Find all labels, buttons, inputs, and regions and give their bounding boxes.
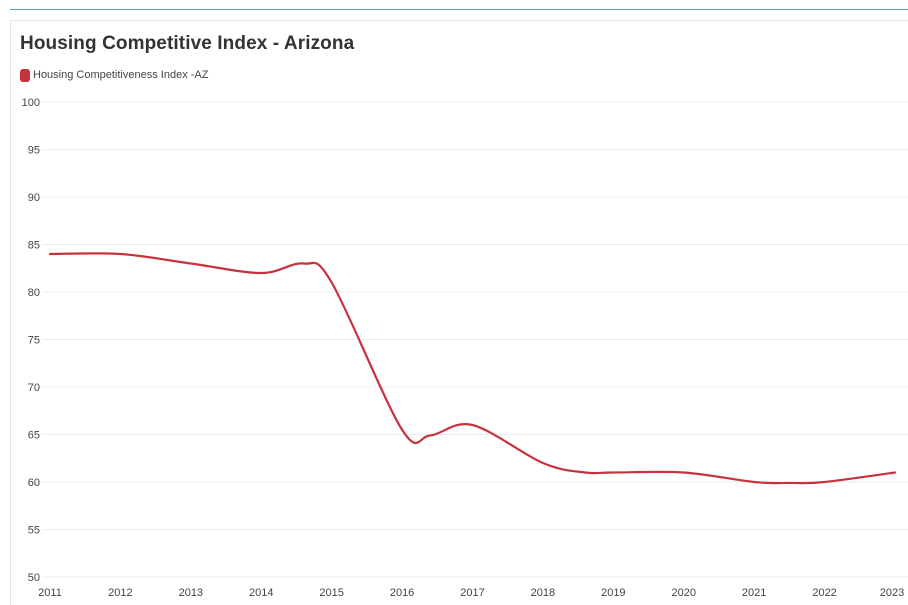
- y-tick-label: 85: [28, 240, 40, 252]
- x-tick-label: 2022: [812, 587, 836, 599]
- legend-label: Housing Competitiveness Index -AZ: [33, 69, 209, 81]
- legend-item[interactable]: Housing Competitiveness Index -AZ: [20, 68, 208, 82]
- x-tick-label: 2016: [390, 587, 414, 599]
- grid: [42, 101, 908, 578]
- x-tick-label: 2021: [742, 587, 766, 599]
- y-tick-label: 80: [28, 287, 40, 299]
- x-tick-label: 2023: [880, 587, 904, 599]
- x-tick-label: 2017: [460, 587, 484, 599]
- y-tick-label: 50: [28, 572, 40, 584]
- y-tick-label: 65: [28, 430, 40, 442]
- x-tick-label: 2018: [531, 587, 555, 599]
- x-tick-label: 2013: [179, 587, 203, 599]
- x-tick-label: 2012: [108, 587, 132, 599]
- x-tick-label: 2011: [38, 587, 62, 599]
- y-tick-label: 70: [28, 382, 40, 394]
- y-tick-label: 100: [22, 97, 40, 109]
- y-tick-label: 60: [28, 477, 40, 489]
- top-divider: [10, 9, 908, 10]
- chart-title: Housing Competitive Index - Arizona: [20, 33, 355, 54]
- x-tick-label: 2020: [672, 587, 696, 599]
- chart-card: [10, 20, 908, 605]
- y-axis: 50 55 60 65 70 75 80 85 90 95 100: [22, 97, 40, 584]
- legend-swatch: [20, 68, 30, 82]
- y-tick-label: 95: [28, 145, 40, 157]
- x-axis: 2011 2012 2013 2014 2015 2016 2017 2018 2019 2020…: [38, 587, 904, 599]
- x-tick-label: 2019: [601, 587, 625, 599]
- y-tick-label: 55: [28, 525, 40, 537]
- x-tick-label: 2015: [319, 587, 343, 599]
- y-tick-label: 75: [28, 335, 40, 347]
- y-tick-label: 90: [28, 192, 40, 204]
- series-group: [48, 252, 897, 485]
- x-tick-label: 2014: [249, 587, 273, 599]
- series-line-0[interactable]: [48, 252, 897, 485]
